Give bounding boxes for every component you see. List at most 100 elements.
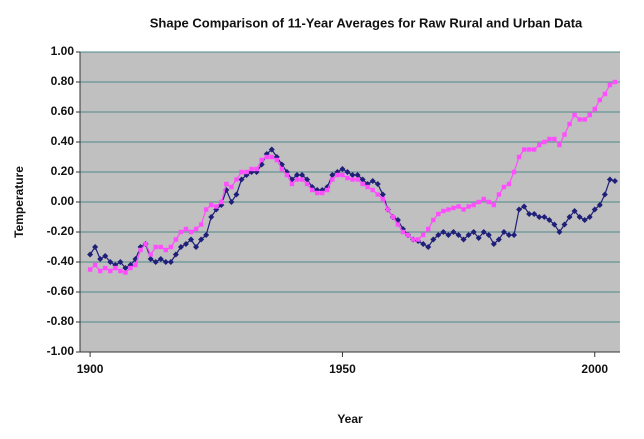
point-marker xyxy=(456,204,461,209)
point-marker xyxy=(385,207,391,212)
point-marker xyxy=(597,97,603,103)
point-marker xyxy=(97,268,103,274)
point-marker xyxy=(461,207,466,212)
point-marker xyxy=(606,176,613,183)
point-marker xyxy=(229,184,234,190)
y-axis-label: Temperature xyxy=(12,166,26,238)
point-marker xyxy=(481,196,486,202)
point-marker xyxy=(108,268,113,274)
point-marker xyxy=(269,154,274,160)
point-marker xyxy=(374,181,381,187)
point-marker xyxy=(410,237,416,242)
point-marker xyxy=(611,178,618,184)
point-marker xyxy=(249,166,254,172)
point-marker xyxy=(441,208,446,214)
point-marker xyxy=(602,91,608,97)
point-marker xyxy=(294,177,300,182)
point-marker xyxy=(268,146,275,153)
point-marker xyxy=(163,247,168,253)
point-marker xyxy=(460,236,467,243)
point-marker xyxy=(123,270,128,275)
point-marker xyxy=(480,229,487,235)
point-marker xyxy=(234,177,239,182)
point-marker xyxy=(274,157,280,163)
point-marker xyxy=(566,214,573,220)
point-marker xyxy=(379,191,386,198)
point-marker xyxy=(490,241,497,247)
point-marker xyxy=(516,206,523,213)
point-marker xyxy=(431,217,436,223)
point-marker xyxy=(511,169,517,175)
point-marker xyxy=(501,184,507,190)
point-marker xyxy=(561,221,568,228)
point-marker xyxy=(289,181,295,187)
point-marker xyxy=(577,117,582,122)
point-marker xyxy=(113,265,118,271)
point-marker xyxy=(118,268,123,274)
point-marker xyxy=(380,196,386,202)
point-marker xyxy=(208,214,215,220)
point-marker xyxy=(284,172,290,178)
y-tick-label: -0.80 xyxy=(47,314,75,328)
point-marker xyxy=(314,190,320,196)
point-marker xyxy=(87,267,93,272)
point-marker xyxy=(177,244,184,250)
y-tick-label: 0.80 xyxy=(51,74,75,88)
point-marker xyxy=(133,262,138,268)
point-marker xyxy=(426,226,431,232)
point-marker xyxy=(193,226,199,232)
point-marker xyxy=(107,259,114,265)
point-marker xyxy=(304,181,310,187)
point-marker xyxy=(476,199,481,205)
point-marker xyxy=(183,226,189,232)
point-marker xyxy=(586,214,593,220)
point-marker xyxy=(370,187,375,193)
point-marker xyxy=(157,256,164,262)
point-marker xyxy=(188,236,195,243)
point-marker xyxy=(304,176,311,183)
point-marker xyxy=(162,259,169,265)
point-marker xyxy=(455,232,462,238)
point-marker xyxy=(117,259,124,265)
y-tick-label: 0.20 xyxy=(51,164,75,178)
point-marker xyxy=(465,232,472,238)
point-marker xyxy=(198,236,205,243)
point-marker xyxy=(335,172,340,178)
point-marker xyxy=(320,190,325,196)
point-marker xyxy=(375,192,380,197)
point-marker xyxy=(344,169,351,175)
point-marker xyxy=(562,132,567,137)
point-marker xyxy=(485,232,492,238)
point-marker xyxy=(445,232,452,238)
point-marker xyxy=(526,147,532,152)
point-marker xyxy=(329,172,336,178)
point-marker xyxy=(152,259,159,265)
point-marker xyxy=(339,166,346,172)
point-marker xyxy=(122,265,129,271)
point-marker xyxy=(128,265,133,271)
point-marker xyxy=(491,202,497,208)
point-marker xyxy=(167,259,174,265)
point-marker xyxy=(541,214,548,220)
point-marker xyxy=(198,222,204,227)
point-marker xyxy=(475,235,482,241)
point-marker xyxy=(188,229,194,235)
point-marker xyxy=(345,175,350,181)
point-marker xyxy=(325,187,330,193)
x-tick-label: 2000 xyxy=(581,362,608,376)
point-marker xyxy=(551,221,558,228)
point-marker xyxy=(425,244,432,250)
point-marker xyxy=(259,157,264,163)
point-marker xyxy=(239,169,244,175)
point-marker xyxy=(340,172,345,178)
point-marker xyxy=(466,204,471,209)
point-marker xyxy=(168,244,174,250)
point-marker xyxy=(214,204,219,209)
y-tick-label: 1.00 xyxy=(51,44,75,58)
point-marker xyxy=(87,251,94,258)
point-marker xyxy=(572,112,577,118)
point-marker xyxy=(354,172,361,178)
point-marker xyxy=(102,253,109,259)
point-marker xyxy=(395,222,401,227)
